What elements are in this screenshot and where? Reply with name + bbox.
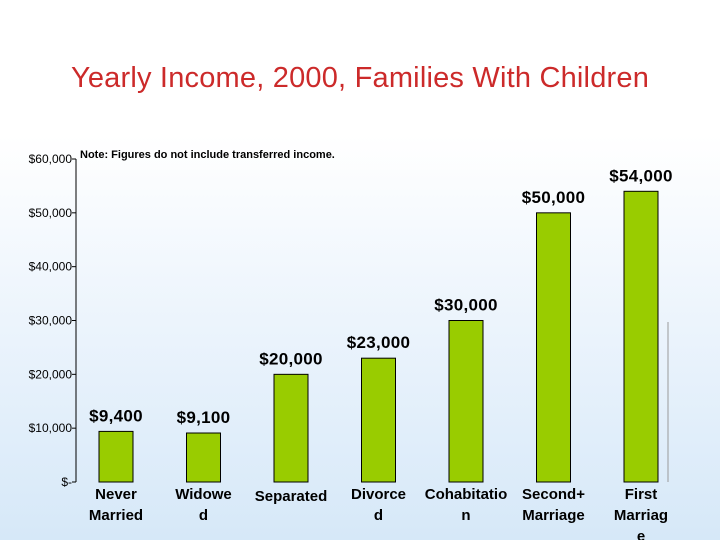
data-label: $20,000 bbox=[259, 349, 323, 368]
category-label: n bbox=[461, 507, 470, 524]
bar bbox=[186, 432, 221, 483]
data-label: $23,000 bbox=[347, 333, 411, 352]
data-label: $9,100 bbox=[177, 408, 231, 427]
bar bbox=[536, 212, 571, 483]
bar bbox=[623, 190, 659, 483]
category-label: Marriag bbox=[614, 507, 668, 524]
category-label: d bbox=[374, 507, 383, 524]
data-label: $54,000 bbox=[609, 166, 673, 185]
y-tick-label: $10,000 bbox=[29, 421, 73, 435]
y-tick-label: $40,000 bbox=[29, 260, 73, 274]
bar bbox=[273, 373, 309, 483]
bar bbox=[98, 430, 134, 483]
data-label: $50,000 bbox=[522, 188, 586, 207]
category-label: Marriage bbox=[522, 507, 585, 524]
category-label: Widowe bbox=[175, 486, 232, 503]
category-label: First bbox=[625, 486, 658, 503]
data-label: $9,400 bbox=[89, 406, 143, 425]
category-label: Separated bbox=[255, 488, 328, 505]
y-tick-label: $30,000 bbox=[29, 314, 73, 328]
bar bbox=[361, 357, 396, 483]
y-tick-label: $50,000 bbox=[29, 206, 73, 220]
chart-note: Note: Figures do not include transferred… bbox=[80, 149, 335, 161]
y-tick-label: $20,000 bbox=[29, 367, 73, 381]
category-label: Divorce bbox=[351, 486, 406, 503]
slide-title: Yearly Income, 2000, Families With Child… bbox=[70, 62, 650, 94]
bar bbox=[448, 320, 484, 483]
y-tick-label: $- bbox=[61, 475, 72, 489]
category-label: Never bbox=[95, 486, 137, 503]
data-label: $30,000 bbox=[434, 296, 498, 315]
category-label: e bbox=[637, 528, 645, 540]
category-label: d bbox=[199, 507, 208, 524]
category-label: Married bbox=[89, 507, 143, 524]
category-label: Cohabitatio bbox=[425, 486, 508, 503]
category-label: Second+ bbox=[522, 486, 585, 503]
y-tick-label: $60,000 bbox=[29, 152, 73, 166]
